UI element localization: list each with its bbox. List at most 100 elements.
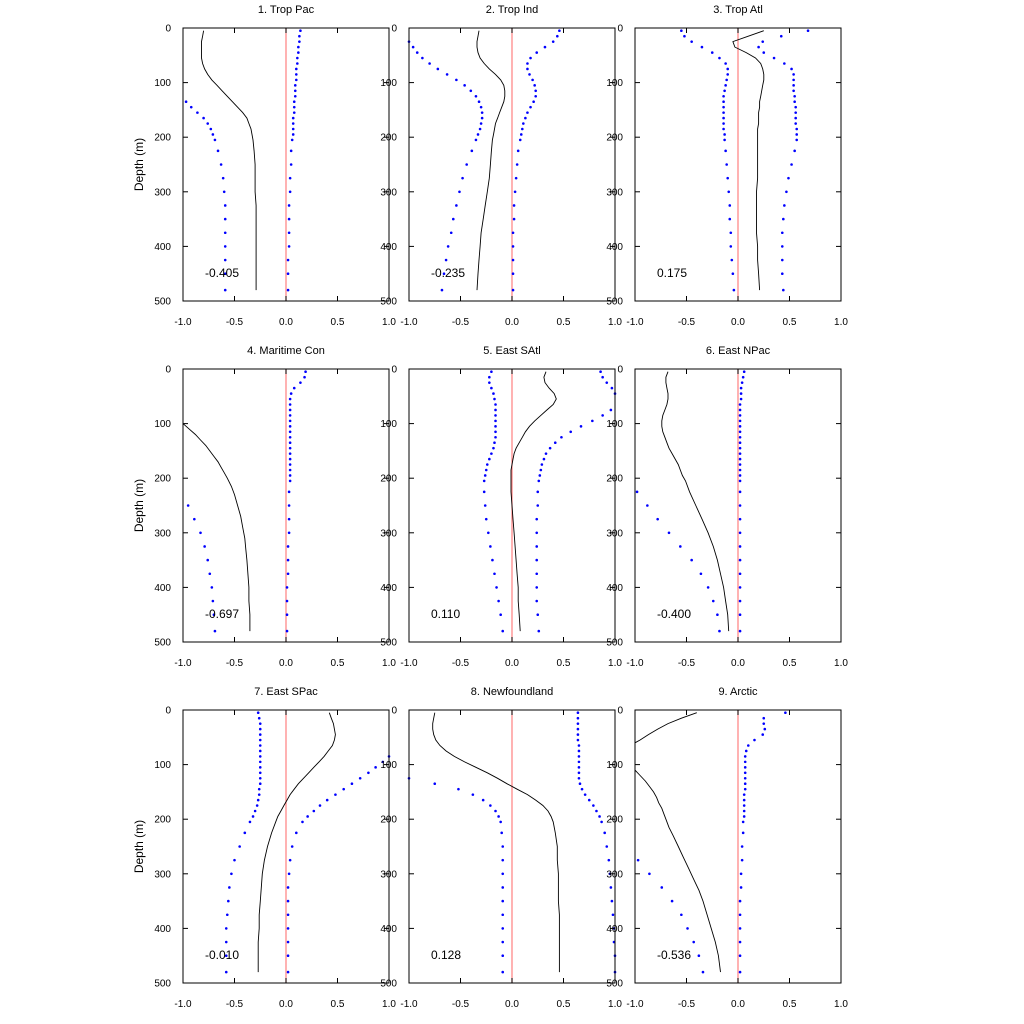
dot-low (483, 474, 487, 477)
dot-high (577, 766, 581, 769)
dot-high (762, 716, 766, 720)
dot-high (288, 474, 292, 477)
dot-high (738, 419, 742, 423)
dot-low (256, 798, 260, 802)
x-tick-label: 0.0 (505, 658, 519, 669)
dot-high (288, 441, 292, 445)
dot-high (288, 397, 292, 401)
x-tick-label: -0.5 (226, 317, 244, 328)
dot-high (772, 56, 776, 60)
panel-7: -1.0 -0.5 0.0 0.5 1.0 0 100 200 300 400 500 7. East… (132, 686, 396, 1010)
dot-low (501, 872, 505, 876)
y-tick-label: 500 (606, 979, 623, 990)
dot-low (470, 149, 474, 153)
dot-high (780, 231, 784, 235)
dot-low (208, 572, 212, 576)
y-tick-label: 0 (165, 24, 171, 35)
dot-high (738, 599, 742, 603)
dot-low (499, 820, 502, 824)
y-tick-label: 0 (391, 706, 397, 717)
dot-low (493, 572, 496, 576)
dot-low (494, 430, 497, 434)
y-tick-label: 0 (617, 24, 623, 35)
dot-high (285, 599, 289, 603)
dot-low (258, 744, 262, 747)
dot-low (722, 111, 725, 114)
dot-low (258, 738, 262, 742)
dot-low (724, 84, 727, 87)
y-tick-label: 100 (380, 78, 397, 89)
dot-high (537, 629, 541, 633)
dot-low (648, 872, 651, 876)
dot-high (287, 231, 291, 235)
dot-low (700, 45, 704, 49)
x-tick-label: -1.0 (400, 658, 418, 669)
dot-low (728, 204, 732, 207)
dot-high (738, 629, 742, 633)
dot-high (738, 899, 742, 903)
dot-high (287, 531, 291, 535)
correlation-value: 0.128 (431, 948, 461, 962)
dot-high (806, 29, 810, 33)
dot-high (303, 375, 306, 379)
dot-low (258, 766, 262, 769)
dot-low (223, 231, 227, 235)
dot-high (738, 954, 742, 957)
dot-high (381, 760, 385, 764)
dot-low (722, 100, 725, 104)
dot-low (490, 452, 493, 455)
dot-low (482, 490, 486, 494)
dot-high (605, 845, 609, 848)
dot-high (793, 100, 796, 104)
dot-low (501, 913, 505, 917)
dot-high (779, 34, 783, 38)
dot-high (293, 89, 297, 93)
dot-low (213, 138, 217, 142)
dot-high (591, 419, 594, 423)
dot-high (787, 176, 790, 180)
dot-low (193, 517, 196, 521)
dot-high (295, 831, 298, 835)
dot-high (782, 217, 785, 221)
dot-low (722, 127, 725, 131)
dot-low (230, 872, 233, 876)
dot-low (476, 133, 480, 136)
correlation-value: 0.175 (657, 266, 687, 280)
dot-high (780, 245, 784, 248)
dot-low (494, 809, 497, 813)
dot-low (465, 163, 468, 166)
dot-low (257, 716, 261, 720)
dot-low (488, 457, 491, 461)
x-tick-label: -0.5 (452, 317, 470, 328)
panel-title: 3. Trop Atl (713, 4, 763, 16)
dot-high (334, 793, 337, 796)
dot-high (742, 809, 746, 813)
dot-low (497, 599, 500, 603)
x-tick-label: -1.0 (174, 999, 192, 1010)
x-tick-label: 0.5 (557, 658, 571, 669)
dot-low (501, 899, 505, 903)
dot-low (706, 586, 710, 589)
profile-line (634, 769, 721, 973)
dot-high (287, 872, 291, 876)
dot-low (428, 62, 431, 65)
dot-high (795, 138, 799, 142)
profile-line (510, 371, 557, 632)
dot-low (635, 490, 639, 494)
y-tick-label: 400 (154, 242, 171, 253)
dot-high (534, 89, 537, 93)
y-tick-label: 500 (380, 638, 397, 649)
dot-low (492, 392, 495, 395)
x-tick-label: -1.0 (174, 317, 192, 328)
x-tick-label: -1.0 (626, 658, 644, 669)
dot-high (529, 56, 532, 60)
dot-high (286, 545, 290, 548)
dot-high (739, 392, 743, 395)
y-tick-label: 400 (154, 583, 171, 594)
dot-low (248, 820, 252, 824)
dot-high (513, 190, 517, 194)
dot-low (499, 613, 502, 616)
dot-high (580, 787, 584, 791)
dot-low (258, 722, 262, 725)
y-tick-label: 200 (154, 474, 171, 485)
